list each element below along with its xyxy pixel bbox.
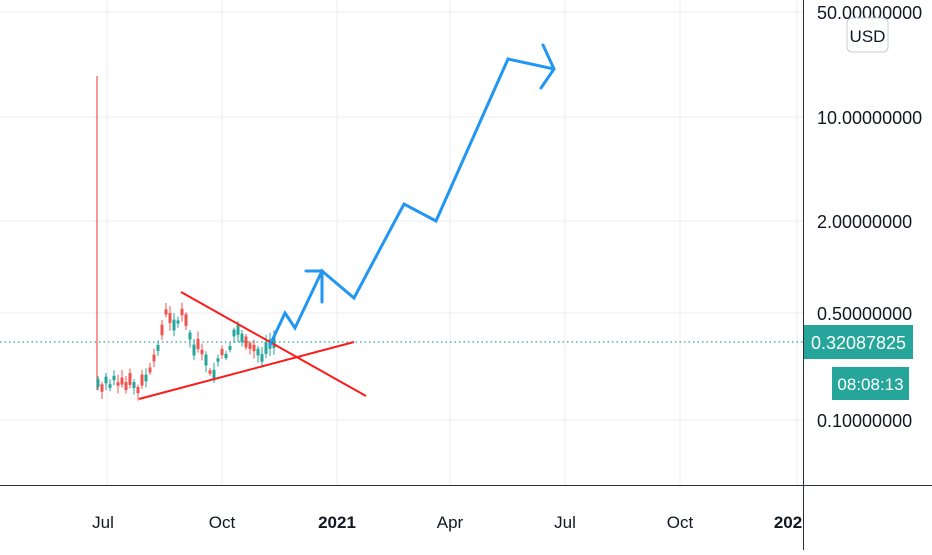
candle-body [132, 382, 136, 388]
currency-label: USD [850, 27, 886, 46]
price-tick: 0.50000000 [817, 304, 912, 324]
candle-body [192, 344, 196, 356]
price-axis-labels: 50.00000000 10.00000000 2.00000000 0.500… [817, 3, 922, 431]
projection-arrowhead-2 [539, 43, 556, 90]
projection-path [268, 43, 556, 347]
grid-lines [0, 0, 803, 485]
candle-body [272, 336, 276, 348]
price-tick: 2.00000000 [817, 212, 912, 232]
candle-body [184, 314, 188, 326]
last-price-value: 0.32087825 [811, 333, 906, 353]
candle-body [248, 343, 252, 349]
candle-body [236, 325, 240, 335]
candle-body [196, 338, 200, 350]
currency-badge[interactable]: USD [846, 17, 889, 53]
price-tick: 50.00000000 [817, 3, 922, 23]
last-price-badge: 0.32087825 [804, 325, 913, 359]
candle-body [240, 333, 244, 343]
upper-trendline [180, 291, 367, 397]
candle-body [108, 384, 112, 388]
candle-body [160, 324, 164, 336]
candle-body [200, 349, 204, 355]
candle-body [120, 377, 124, 385]
time-axis-labels: Jul Oct 2021 Apr Jul Oct 202 [92, 513, 802, 532]
candle-body [216, 358, 220, 362]
candle-body [204, 354, 208, 366]
candle-body [104, 376, 108, 384]
countdown-badge: 08:08:13 [832, 367, 909, 400]
candle-body [128, 373, 132, 385]
countdown-value: 08:08:13 [837, 375, 903, 394]
time-tick: 2021 [318, 513, 356, 532]
candle-body [164, 309, 168, 315]
candle-body [256, 348, 260, 356]
candle-body [152, 354, 156, 362]
axis-corner [804, 486, 932, 550]
time-tick: Apr [437, 513, 464, 532]
time-tick: Oct [209, 513, 236, 532]
candle-body [232, 329, 236, 337]
candle-body [264, 342, 268, 354]
candle-body [220, 348, 224, 356]
candle-body [176, 320, 180, 324]
candle-body [172, 319, 176, 331]
candle-body [124, 382, 128, 390]
candle-body [208, 370, 212, 374]
candle-body [260, 354, 264, 362]
candles [96, 302, 276, 401]
candle-body [252, 344, 256, 352]
time-tick: Jul [92, 513, 114, 532]
projection-line [268, 57, 556, 347]
price-tick: 10.00000000 [817, 108, 922, 128]
candle-body [136, 386, 140, 394]
candle-body [212, 369, 216, 381]
candle-body [144, 374, 148, 382]
candle-body [116, 382, 120, 386]
candle-body [224, 353, 228, 359]
projection-arrowhead-1 [304, 269, 324, 304]
candle-body [228, 346, 232, 350]
candle-body [156, 345, 160, 351]
time-tick: Jul [554, 513, 576, 532]
candle-body [244, 336, 248, 348]
candle-body [96, 378, 100, 388]
price-tick: 0.10000000 [817, 411, 912, 431]
lower-trendline [138, 341, 355, 400]
candle-body [140, 374, 144, 386]
candle-body [168, 313, 172, 323]
time-tick: 202 [774, 513, 802, 532]
candle-body [100, 384, 104, 392]
candle-body [180, 308, 184, 316]
triangle-pattern [138, 291, 367, 400]
candle-body [148, 367, 152, 373]
candle-body [112, 375, 116, 381]
time-tick: Oct [667, 513, 694, 532]
candle-body [188, 332, 192, 340]
